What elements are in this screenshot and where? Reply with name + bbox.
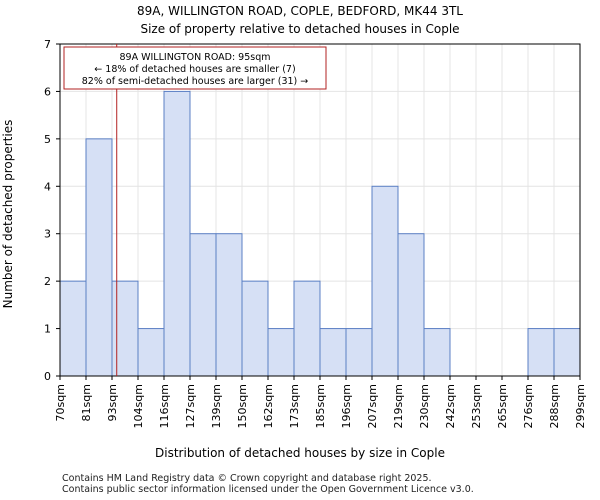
histogram-bar-81sqm: [85, 138, 113, 377]
chart-subtitle: Size of property relative to detached ho…: [140, 22, 460, 36]
x-tick-label: 150sqm: [236, 384, 249, 428]
chart-title: 89A, WILLINGTON ROAD, COPLE, BEDFORD, MK…: [136, 4, 463, 18]
x-tick-label: 93sqm: [106, 384, 119, 421]
histogram-bar-139sqm: [215, 233, 243, 377]
x-tick-label: 265sqm: [496, 384, 509, 428]
x-tick-label: 230sqm: [418, 384, 431, 428]
histogram-bar-219sqm: [397, 233, 425, 377]
x-tick-label: 104sqm: [132, 384, 145, 428]
annotation-line-3: 82% of semi-detached houses are larger (…: [82, 76, 309, 87]
y-tick-label: 4: [44, 180, 51, 193]
y-tick-label: 7: [44, 38, 51, 51]
y-tick-label: 1: [44, 323, 51, 336]
y-axis-label: Number of detached properties: [1, 120, 15, 309]
y-tick-label: 3: [44, 228, 51, 241]
annotation-line-2: ← 18% of detached houses are smaller (7): [94, 64, 295, 75]
histogram-bar-150sqm: [241, 280, 269, 377]
x-tick-label: 242sqm: [444, 384, 457, 428]
x-tick-label: 207sqm: [366, 384, 379, 428]
histogram-bar-127sqm: [189, 233, 217, 377]
x-tick-label: 162sqm: [262, 384, 275, 428]
y-tick-label: 5: [44, 133, 51, 146]
x-tick-label: 219sqm: [392, 384, 405, 428]
histogram-bar-196sqm: [345, 328, 373, 377]
annotation-line-1: 89A WILLINGTON ROAD: 95sqm: [120, 52, 271, 63]
y-tick-label: 6: [44, 85, 51, 98]
x-tick-label: 253sqm: [470, 384, 483, 428]
annotation-box: [63, 46, 327, 90]
y-tick-label: 2: [44, 275, 51, 288]
x-tick-label: 173sqm: [288, 384, 301, 428]
footer-line-1: Contains HM Land Registry data © Crown c…: [62, 473, 432, 484]
histogram-bar-185sqm: [319, 328, 347, 377]
y-tick-label: 0: [44, 370, 51, 383]
x-tick-label: 185sqm: [314, 384, 327, 428]
x-tick-label: 70sqm: [54, 384, 67, 421]
x-tick-label: 81sqm: [80, 384, 93, 421]
histogram-bar-116sqm: [163, 90, 191, 377]
x-tick-label: 116sqm: [158, 384, 171, 428]
x-tick-label: 196sqm: [340, 384, 353, 428]
histogram-bar-70sqm: [59, 280, 87, 377]
histogram-bar-93sqm: [111, 280, 139, 377]
x-tick-label: 276sqm: [522, 384, 535, 428]
x-tick-label: 299sqm: [574, 384, 587, 428]
x-tick-label: 127sqm: [184, 384, 197, 428]
histogram-bar-104sqm: [137, 328, 165, 377]
x-tick-label: 288sqm: [548, 384, 561, 428]
histogram-bar-230sqm: [423, 328, 451, 377]
histogram-bar-173sqm: [293, 280, 321, 377]
footer-line-2: Contains public sector information licen…: [62, 484, 474, 495]
x-axis-label: Distribution of detached houses by size …: [155, 446, 445, 460]
histogram-bar-207sqm: [371, 185, 399, 377]
histogram-bar-276sqm: [527, 328, 555, 377]
x-tick-label: 139sqm: [210, 384, 223, 428]
histogram-bar-162sqm: [267, 328, 295, 377]
histogram-bar-288sqm: [553, 328, 581, 377]
